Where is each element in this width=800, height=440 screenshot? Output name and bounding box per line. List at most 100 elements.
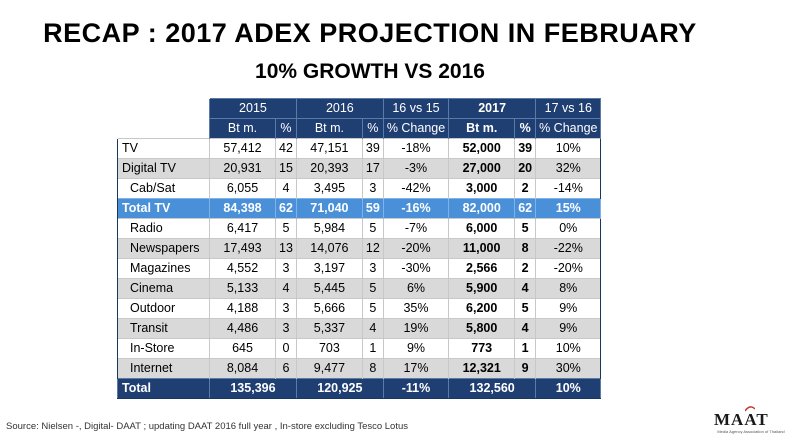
- cell-pct-2015: 5: [275, 218, 297, 239]
- logo-swoosh-icon: [745, 406, 755, 412]
- table-body: TV 57,412 42 47,151 39 -18% 52,000 39 10% Digital…: [117, 138, 602, 379]
- cell-change-1615: 35%: [382, 298, 449, 319]
- header-16-vs-15: 16 vs 15: [382, 98, 449, 119]
- cell-pct-2016: 4: [361, 318, 384, 339]
- row-label: Digital TV: [117, 158, 210, 179]
- cell-change-1615: 6%: [382, 278, 449, 299]
- sub-header-change-1716: % Change: [535, 118, 602, 139]
- sub-header-change-1615: % Change: [382, 118, 449, 139]
- total-change-1615: -11%: [382, 378, 449, 399]
- sub-header-bt-2017: Bt m.: [448, 118, 515, 139]
- cell-value-2017: 82,000: [448, 198, 515, 219]
- cell-change-1716: 0%: [535, 218, 602, 239]
- table-row: Radio 6,417 5 5,984 5 -7% 6,000 5 0%: [117, 218, 602, 239]
- cell-value-2016: 3,495: [295, 178, 363, 199]
- cell-value-2015: 4,188: [209, 298, 276, 319]
- total-label: Total: [117, 378, 210, 399]
- cell-pct-2015: 13: [275, 238, 297, 259]
- year-header-row: 2015 2016 16 vs 15 2017 17 vs 16: [117, 98, 602, 119]
- cell-change-1716: 10%: [535, 338, 602, 359]
- cell-value-2016: 703: [295, 338, 363, 359]
- cell-change-1716: -20%: [535, 258, 602, 279]
- cell-value-2016: 47,151: [295, 138, 363, 159]
- cell-change-1615: 17%: [382, 358, 449, 379]
- cell-pct-2015: 42: [275, 138, 297, 159]
- source-note: Source: Nielsen -, Digital- DAAT ; updat…: [6, 421, 409, 432]
- row-label: Cinema: [117, 278, 210, 299]
- row-label: Cab/Sat: [117, 178, 210, 199]
- cell-value-2017: 6,000: [448, 218, 515, 239]
- cell-pct-2016: 1: [361, 338, 384, 359]
- sub-header-bt-2016: Bt m.: [295, 118, 363, 139]
- total-2015: 135,396: [209, 378, 297, 399]
- cell-change-1615: -7%: [382, 218, 449, 239]
- cell-change-1716: 10%: [535, 138, 602, 159]
- sub-header-blank-cell: [117, 118, 210, 139]
- sub-header-pct-2017: %: [514, 118, 536, 139]
- cell-value-2016: 5,666: [295, 298, 363, 319]
- cell-pct-2017: 5: [514, 218, 536, 239]
- cell-change-1615: -16%: [382, 198, 449, 219]
- sub-header-bt-2015: Bt m.: [209, 118, 276, 139]
- cell-pct-2016: 3: [361, 258, 384, 279]
- cell-pct-2016: 8: [361, 358, 384, 379]
- cell-change-1716: 30%: [535, 358, 602, 379]
- cell-value-2016: 9,477: [295, 358, 363, 379]
- header-2015: 2015: [209, 98, 297, 119]
- total-row: Total 135,396 120,925 -11% 132,560 10%: [117, 378, 602, 399]
- total-2016: 120,925: [295, 378, 384, 399]
- row-label: Magazines: [117, 258, 210, 279]
- cell-value-2015: 6,417: [209, 218, 276, 239]
- cell-pct-2017: 62: [514, 198, 536, 219]
- cell-value-2015: 6,055: [209, 178, 276, 199]
- table-row: Cinema 5,133 4 5,445 5 6% 5,900 4 8%: [117, 278, 602, 299]
- cell-change-1716: 8%: [535, 278, 602, 299]
- table-row: Newspapers 17,493 13 14,076 12 -20% 11,000 8 -22…: [117, 238, 602, 259]
- header-17-vs-16: 17 vs 16: [535, 98, 602, 119]
- row-label: In-Store: [117, 338, 210, 359]
- cell-value-2017: 2,566: [448, 258, 515, 279]
- cell-pct-2017: 1: [514, 338, 536, 359]
- cell-value-2016: 20,393: [295, 158, 363, 179]
- cell-change-1615: -3%: [382, 158, 449, 179]
- sub-header-pct-2015: %: [275, 118, 297, 139]
- cell-value-2017: 52,000: [448, 138, 515, 159]
- row-label: Outdoor: [117, 298, 210, 319]
- cell-pct-2015: 6: [275, 358, 297, 379]
- table-row: Internet 8,084 6 9,477 8 17% 12,321 9 30%: [117, 358, 602, 379]
- cell-pct-2017: 39: [514, 138, 536, 159]
- cell-value-2016: 5,984: [295, 218, 363, 239]
- header-2017: 2017: [448, 98, 536, 119]
- cell-value-2015: 84,398: [209, 198, 276, 219]
- cell-pct-2015: 15: [275, 158, 297, 179]
- cell-value-2017: 11,000: [448, 238, 515, 259]
- cell-pct-2016: 17: [361, 158, 384, 179]
- total-change-1716: 10%: [535, 378, 602, 399]
- header-blank-cell: [117, 98, 210, 119]
- cell-pct-2015: 3: [275, 318, 297, 339]
- cell-pct-2017: 2: [514, 258, 536, 279]
- cell-pct-2017: 8: [514, 238, 536, 259]
- cell-value-2015: 17,493: [209, 238, 276, 259]
- cell-pct-2017: 5: [514, 298, 536, 319]
- cell-pct-2016: 5: [361, 218, 384, 239]
- total-2017: 132,560: [448, 378, 536, 399]
- page-title: RECAP : 2017 ADEX PROJECTION IN FEBRUARY: [43, 18, 697, 48]
- cell-value-2017: 5,800: [448, 318, 515, 339]
- cell-value-2017: 5,900: [448, 278, 515, 299]
- row-label: Internet: [117, 358, 210, 379]
- sub-header-row: Bt m. % Bt m. % % Change Bt m. % % Chang…: [117, 118, 602, 139]
- cell-value-2017: 27,000: [448, 158, 515, 179]
- table-row: Digital TV 20,931 15 20,393 17 -3% 27,000 20 32%: [117, 158, 602, 179]
- table-row: Magazines 4,552 3 3,197 3 -30% 2,566 2 -20%: [117, 258, 602, 279]
- table-row: Cab/Sat 6,055 4 3,495 3 -42% 3,000 2 -14%: [117, 178, 602, 199]
- cell-pct-2016: 5: [361, 298, 384, 319]
- maat-logo: MAAT Media Agency Association of Thailan…: [706, 406, 792, 438]
- cell-value-2015: 20,931: [209, 158, 276, 179]
- cell-value-2016: 5,445: [295, 278, 363, 299]
- cell-change-1716: -22%: [535, 238, 602, 259]
- cell-value-2015: 8,084: [209, 358, 276, 379]
- cell-change-1716: 32%: [535, 158, 602, 179]
- adex-table: 2015 2016 16 vs 15 2017 17 vs 16 Bt m. %…: [117, 98, 602, 399]
- cell-change-1615: 19%: [382, 318, 449, 339]
